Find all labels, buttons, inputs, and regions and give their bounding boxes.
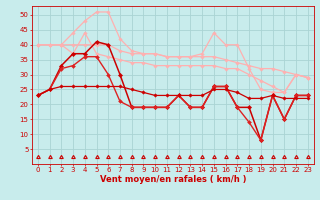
X-axis label: Vent moyen/en rafales ( km/h ): Vent moyen/en rafales ( km/h ) bbox=[100, 175, 246, 184]
